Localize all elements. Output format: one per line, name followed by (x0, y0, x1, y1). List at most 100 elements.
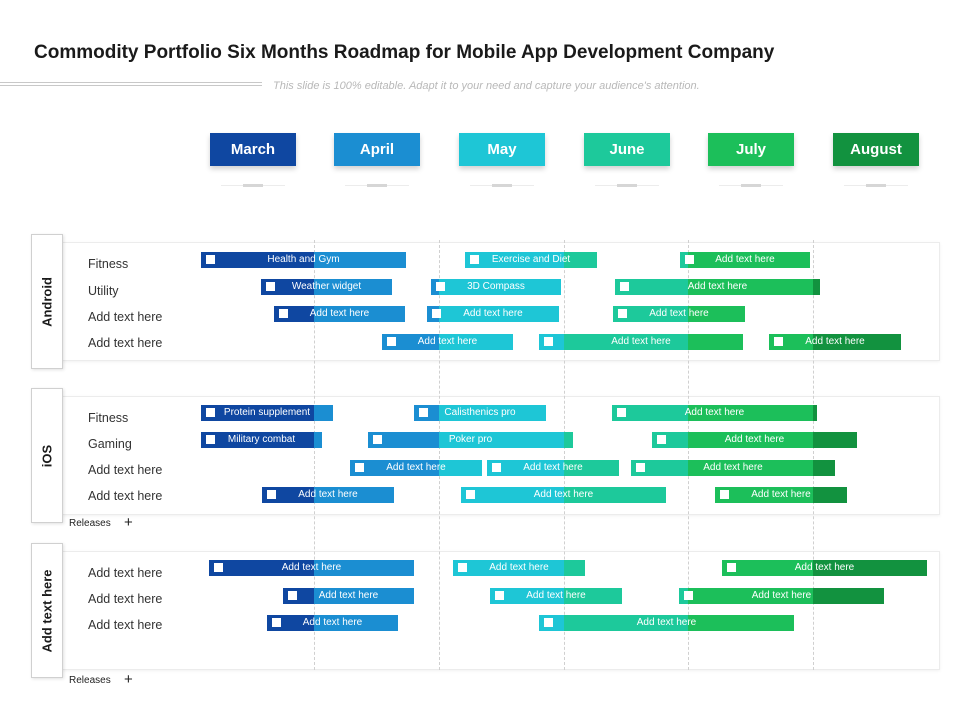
bar-segment (314, 279, 392, 295)
roadmap-bar[interactable]: Add text here (262, 487, 394, 503)
roadmap-bar[interactable]: Add text here (539, 615, 794, 631)
bar-label: Add text here (794, 562, 855, 573)
checkbox-icon[interactable] (214, 563, 223, 572)
title-rule (0, 82, 262, 83)
bar-segment (688, 615, 794, 631)
month-divider (813, 240, 814, 670)
roadmap-bar[interactable]: Add text here (539, 334, 743, 350)
checkbox-icon[interactable] (432, 309, 441, 318)
checkbox-icon[interactable] (206, 255, 215, 264)
roadmap-bar[interactable]: Calisthenics pro (414, 405, 546, 421)
bar-label: Add text here (417, 336, 478, 347)
month-divider (314, 240, 315, 670)
bar-segment (615, 279, 688, 295)
roadmap-bar[interactable]: Add text here (427, 306, 559, 322)
bar-segment (680, 252, 688, 268)
roadmap-bar[interactable]: Add text here (615, 279, 820, 295)
roadmap-bar[interactable]: Add text here (490, 588, 622, 604)
checkbox-icon[interactable] (458, 563, 467, 572)
releases-label: Releases (69, 518, 111, 529)
bar-label: Add text here (386, 462, 446, 473)
roadmap-bar[interactable]: Poker pro (368, 432, 573, 448)
checkbox-icon[interactable] (267, 490, 276, 499)
roadmap-bar[interactable]: Add text here (715, 487, 847, 503)
roadmap-bar[interactable]: Add text here (461, 487, 666, 503)
roadmap-bar[interactable]: Add text here (613, 306, 745, 322)
checkbox-icon[interactable] (355, 463, 364, 472)
roadmap-bar[interactable]: Add text here (612, 405, 817, 421)
checkbox-icon[interactable] (436, 282, 445, 291)
checkbox-icon[interactable] (774, 337, 783, 346)
checkbox-icon[interactable] (495, 591, 504, 600)
checkbox-icon[interactable] (636, 463, 645, 472)
checkbox-icon[interactable] (657, 435, 666, 444)
row-label: Fitness (88, 411, 129, 425)
checkbox-icon[interactable] (685, 255, 694, 264)
roadmap-bar[interactable]: Military combat (201, 432, 322, 448)
plus-icon[interactable]: + (124, 514, 133, 531)
roadmap-bar[interactable]: Add text here (722, 560, 927, 576)
roadmap-bar[interactable]: Add text here (274, 306, 405, 322)
bar-segment (314, 615, 398, 631)
checkbox-icon[interactable] (419, 408, 428, 417)
roadmap-bar[interactable]: Add text here (631, 460, 835, 476)
roadmap-bar[interactable]: Protein supplement (201, 405, 333, 421)
checkbox-icon[interactable] (544, 618, 553, 627)
checkbox-icon[interactable] (620, 282, 629, 291)
checkbox-icon[interactable] (272, 618, 281, 627)
checkbox-icon[interactable] (492, 463, 501, 472)
month-tick (617, 184, 637, 187)
checkbox-icon[interactable] (470, 255, 479, 264)
bar-segment (679, 588, 688, 604)
bar-segment (688, 334, 743, 350)
checkbox-icon[interactable] (466, 490, 475, 499)
roadmap-bar[interactable]: Exercise and Diet (465, 252, 597, 268)
roadmap-bar[interactable]: Health and Gym (201, 252, 406, 268)
row-label: Utility (88, 284, 119, 298)
bar-segment (688, 306, 745, 322)
checkbox-icon[interactable] (617, 408, 626, 417)
bar-segment (688, 432, 813, 448)
checkbox-icon[interactable] (206, 435, 215, 444)
bar-label: Add text here (611, 336, 671, 347)
bar-segment (612, 405, 688, 421)
bar-segment (813, 560, 927, 576)
bar-label: Add text here (687, 281, 748, 292)
bar-label: Add text here (715, 254, 775, 265)
roadmap-bar[interactable]: Add text here (769, 334, 901, 350)
roadmap-bar[interactable]: Add text here (679, 588, 884, 604)
roadmap-bar[interactable]: Add text here (680, 252, 810, 268)
checkbox-icon[interactable] (288, 591, 297, 600)
month-tick (243, 184, 263, 187)
bar-segment (439, 334, 513, 350)
checkbox-icon[interactable] (618, 309, 627, 318)
roadmap-bar[interactable]: Add text here (267, 615, 398, 631)
roadmap-bar[interactable]: Add text here (209, 560, 414, 576)
checkbox-icon[interactable] (373, 435, 382, 444)
checkbox-icon[interactable] (720, 490, 729, 499)
bar-segment (715, 487, 813, 503)
roadmap-bar[interactable]: 3D Compass (431, 279, 561, 295)
checkbox-icon[interactable] (206, 408, 215, 417)
row-label: Fitness (88, 257, 129, 271)
roadmap-bar[interactable]: Add text here (652, 432, 857, 448)
bar-segment (431, 279, 439, 295)
month-tick (866, 184, 886, 187)
roadmap-bar[interactable]: Add text here (283, 588, 414, 604)
roadmap-bar[interactable]: Weather widget (261, 279, 392, 295)
roadmap-bar[interactable]: Add text here (350, 460, 482, 476)
bar-label: Add text here (684, 407, 745, 418)
checkbox-icon[interactable] (266, 282, 275, 291)
month-divider (564, 240, 565, 670)
checkbox-icon[interactable] (279, 309, 288, 318)
bar-segment (564, 588, 622, 604)
roadmap-bar[interactable]: Add text here (453, 560, 585, 576)
bar-segment (350, 460, 439, 476)
checkbox-icon[interactable] (544, 337, 553, 346)
checkbox-icon[interactable] (387, 337, 396, 346)
plus-icon[interactable]: + (124, 671, 133, 688)
roadmap-bar[interactable]: Add text here (487, 460, 619, 476)
roadmap-bar[interactable]: Add text here (382, 334, 513, 350)
checkbox-icon[interactable] (727, 563, 736, 572)
checkbox-icon[interactable] (684, 591, 693, 600)
